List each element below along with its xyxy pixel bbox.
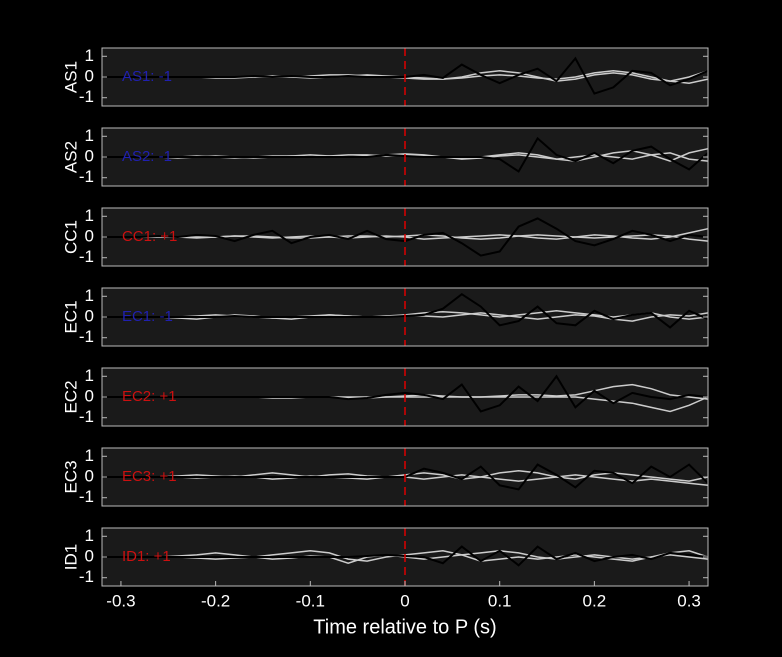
y-tick-label: 1 <box>85 46 94 65</box>
y-tick-label: -1 <box>79 167 94 186</box>
y-tick-label: 0 <box>85 66 94 85</box>
y-axis-label: EC1 <box>61 300 80 333</box>
annotation: EC1: -1 <box>122 308 173 325</box>
x-tick-label: -0.1 <box>296 591 325 610</box>
y-tick-label: 0 <box>85 466 94 485</box>
y-tick-label: -1 <box>79 487 94 506</box>
y-tick-label: -1 <box>79 247 94 266</box>
y-axis-label: EC2 <box>61 380 80 413</box>
y-tick-label: 0 <box>85 146 94 165</box>
annotation: AS1: -1 <box>122 68 172 85</box>
x-tick-label: 0.1 <box>488 591 512 610</box>
y-tick-label: -1 <box>79 327 94 346</box>
y-axis-label: CC1 <box>61 220 80 254</box>
y-tick-label: 1 <box>85 526 94 545</box>
y-tick-label: 1 <box>85 126 94 145</box>
annotation: CC1: +1 <box>122 228 177 245</box>
y-tick-label: 1 <box>85 366 94 385</box>
annotation: EC2: +1 <box>122 388 177 405</box>
y-tick-label: 0 <box>85 226 94 245</box>
y-axis-label: AS1 <box>61 61 80 93</box>
x-tick-label: -0.2 <box>201 591 230 610</box>
y-tick-label: 1 <box>85 446 94 465</box>
y-axis-label: ID1 <box>61 544 80 570</box>
x-tick-label: 0 <box>400 591 409 610</box>
annotation: ID1: +1 <box>122 548 171 565</box>
y-tick-label: 0 <box>85 386 94 405</box>
x-axis-label: Time relative to P (s) <box>313 616 496 638</box>
y-tick-label: 0 <box>85 546 94 565</box>
annotation: EC3: +1 <box>122 468 177 485</box>
y-tick-label: 1 <box>85 286 94 305</box>
trace <box>102 374 709 413</box>
annotation: AS2: -1 <box>122 148 172 165</box>
x-tick-label: 0.2 <box>583 591 607 610</box>
y-tick-label: -1 <box>79 407 94 426</box>
x-tick-label: 0.3 <box>677 591 701 610</box>
y-tick-label: -1 <box>79 567 94 586</box>
y-tick-label: -1 <box>79 87 94 106</box>
y-tick-label: 0 <box>85 306 94 325</box>
y-axis-label: AS2 <box>61 141 80 173</box>
x-tick-label: -0.3 <box>106 591 135 610</box>
y-axis-label: EC3 <box>61 460 80 493</box>
y-tick-label: 1 <box>85 206 94 225</box>
